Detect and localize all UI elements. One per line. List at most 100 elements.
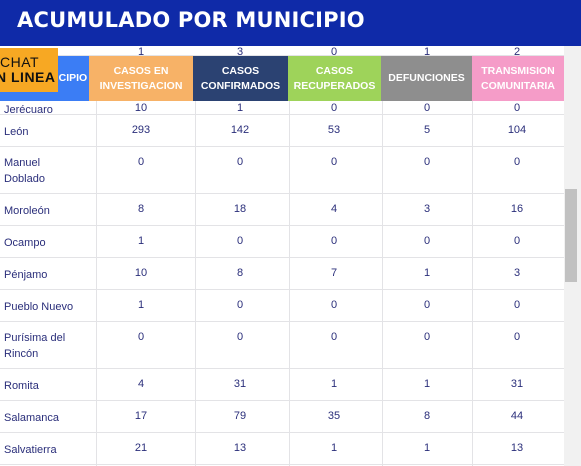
cell-value: 0 <box>137 331 145 343</box>
cell-value: 1 <box>423 267 431 279</box>
cell-value: 13 <box>233 442 247 454</box>
cell-value: 0 <box>513 235 521 247</box>
cell-value: 0 <box>513 331 521 343</box>
cell-value: 0 <box>423 102 431 114</box>
cell-value: 10 <box>134 102 148 114</box>
municipio-name: Salamanca <box>4 412 60 424</box>
municipio-name: Romita <box>4 380 39 392</box>
page-title: ACUMULADO POR MUNICIPIO <box>0 0 581 46</box>
municipio-name: Salvatierra <box>4 444 57 456</box>
cell-value: 31 <box>510 378 524 390</box>
chat-label: N LINEA <box>0 69 56 85</box>
header-label: DEFUNCIONES <box>388 72 465 84</box>
cell-value: 0 <box>423 235 431 247</box>
table-row: Pueblo Nuevo 1 0 0 0 0 <box>0 290 564 322</box>
cell-value: 3 <box>423 203 431 215</box>
cell-value: 1 <box>423 442 431 454</box>
cell-value: 16 <box>510 203 524 215</box>
cell-value: 1 <box>423 46 431 58</box>
cell-value: 1 <box>137 46 145 58</box>
table-row: Salvatierra 21 13 1 1 13 <box>0 433 564 465</box>
header-casos-confirmados[interactable]: CASOS CONFIRMADOS <box>193 56 288 101</box>
cell-value: 0 <box>236 331 244 343</box>
municipio-name: Manuel Doblado <box>4 157 45 185</box>
table-row-partial: Jerécuaro 10 1 0 0 0 <box>0 56 564 116</box>
municipio-name: Moroleón <box>4 205 50 217</box>
cell-value: 0 <box>330 235 338 247</box>
cell-value: 35 <box>327 410 341 422</box>
table-row: Salamanca 17 79 35 8 44 <box>0 401 564 433</box>
cell-value: 1 <box>236 102 244 114</box>
cell-value: 3 <box>513 267 521 279</box>
cell-value: 0 <box>137 156 145 168</box>
table-row: Purísima del Rincón 0 0 0 0 0 <box>0 322 564 369</box>
header-label: TRANSMISION <box>481 64 555 77</box>
header-defunciones[interactable]: DEFUNCIONES <box>381 56 472 101</box>
table-row-partial-top: 1 3 0 1 2 <box>0 46 564 58</box>
cell-value: 2 <box>513 46 521 58</box>
column-divider <box>195 101 196 466</box>
cell-value: 8 <box>236 267 244 279</box>
column-divider <box>472 101 473 466</box>
cell-value: 44 <box>510 410 524 422</box>
cell-value: 7 <box>330 267 338 279</box>
scrollbar-thumb[interactable] <box>565 189 577 282</box>
cell-value: 3 <box>236 46 244 58</box>
cell-value: 0 <box>513 102 521 114</box>
header-label: CASOS EN <box>113 64 169 77</box>
cell-value: 0 <box>330 331 338 343</box>
cell-value: 8 <box>137 203 145 215</box>
cell-value: 1 <box>137 235 145 247</box>
chat-label: CHAT <box>0 54 40 70</box>
cell-value: 0 <box>330 46 338 58</box>
cell-value: 0 <box>330 299 338 311</box>
cell-value: 8 <box>423 410 431 422</box>
cell-value: 13 <box>510 442 524 454</box>
header-label: CASOS <box>315 64 354 77</box>
cell-value: 5 <box>423 124 431 136</box>
chat-online-button[interactable]: CHAT N LINEA <box>0 48 58 92</box>
column-divider <box>382 101 383 466</box>
cell-value: 0 <box>423 299 431 311</box>
municipio-name: Ocampo <box>4 237 46 249</box>
header-label: COMUNITARIA <box>481 79 555 92</box>
header-label: RECUPERADOS <box>293 79 376 92</box>
cell-value: 0 <box>236 156 244 168</box>
cell-value: 79 <box>233 410 247 422</box>
municipio-name: Pueblo Nuevo <box>4 301 74 313</box>
municipio-name: Purísima del Rincón <box>4 332 66 360</box>
cell-value: 17 <box>134 410 148 422</box>
cell-value: 104 <box>507 124 527 136</box>
cell-value: 0 <box>330 102 338 114</box>
header-casos-investigacion[interactable]: CASOS EN INVESTIGACION <box>89 56 193 101</box>
cell-value: 21 <box>134 442 148 454</box>
cell-value: 1 <box>423 378 431 390</box>
column-divider <box>96 101 97 466</box>
table-row: León 293 142 53 5 104 <box>0 115 564 147</box>
table-row: Manuel Doblado 0 0 0 0 0 <box>0 147 564 194</box>
cell-value: 4 <box>330 203 338 215</box>
cell-value: 0 <box>513 299 521 311</box>
cell-value: 10 <box>134 267 148 279</box>
cell-value: 53 <box>327 124 341 136</box>
header-label: CONFIRMADOS <box>200 79 281 92</box>
cell-value: 293 <box>131 124 151 136</box>
cell-value: 0 <box>423 156 431 168</box>
column-divider <box>289 101 290 466</box>
header-casos-recuperados[interactable]: CASOS RECUPERADOS <box>288 56 381 101</box>
municipio-table: 1 3 0 1 2 Jerécuaro 10 1 0 0 0 León 293 … <box>0 46 564 466</box>
cell-value: 18 <box>233 203 247 215</box>
header-label: INVESTIGACION <box>99 79 183 92</box>
cell-value: 0 <box>236 235 244 247</box>
cell-value: 1 <box>330 442 338 454</box>
cell-value: 1 <box>330 378 338 390</box>
header-transmision-comunitaria[interactable]: TRANSMISION COMUNITARIA <box>472 56 564 101</box>
cell-value: 1 <box>137 299 145 311</box>
cell-value: 0 <box>236 299 244 311</box>
cell-value: 0 <box>423 331 431 343</box>
cell-value: 0 <box>513 156 521 168</box>
table-row: Moroleón 8 18 4 3 16 <box>0 194 564 226</box>
cell-value: 4 <box>137 378 145 390</box>
table-row: Ocampo 1 0 0 0 0 <box>0 226 564 258</box>
table-row: Romita 4 31 1 1 31 <box>0 369 564 401</box>
